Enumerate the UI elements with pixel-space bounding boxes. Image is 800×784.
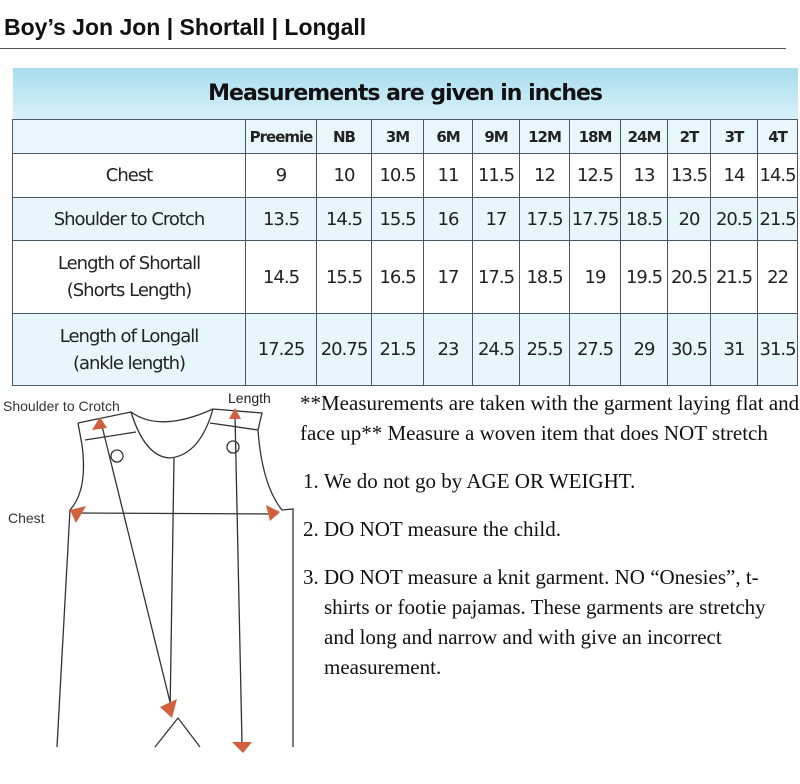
table-cell: 18.5 <box>519 240 570 314</box>
measure-arrows <box>70 408 280 753</box>
table-cell: 17 <box>472 197 520 241</box>
table-cell: 17.25 <box>245 313 317 386</box>
page-title: Boy’s Jon Jon | Shortall | Longall <box>4 14 367 40</box>
table-caption: Measurements are given in inches <box>12 68 798 120</box>
garment-outline <box>56 408 294 748</box>
header-blank <box>12 119 246 154</box>
table-cell: 17.5 <box>472 240 520 314</box>
size-header: 2T <box>667 119 711 154</box>
row-label: Length of Longall (ankle length) <box>12 313 246 386</box>
shoulder-crotch-line <box>100 421 173 711</box>
table-cell: 10.5 <box>371 153 424 198</box>
row-label: Length of Shortall (Shorts Length) <box>12 240 246 314</box>
size-header: 9M <box>472 119 520 154</box>
table-cell: 19 <box>569 240 621 314</box>
table-cell: 21.5 <box>371 313 424 386</box>
size-header: Preemie <box>245 119 317 154</box>
table-cell: 13.5 <box>667 153 711 198</box>
size-header: 12M <box>519 119 570 154</box>
size-header: 3T <box>710 119 758 154</box>
table-cell: 13.5 <box>245 197 317 241</box>
note-item: We do not go by AGE OR WEIGHT. <box>324 466 800 496</box>
length-line <box>234 414 243 744</box>
size-header: NB <box>316 119 372 154</box>
table-cell: 25.5 <box>519 313 570 386</box>
size-header: 3M <box>371 119 424 154</box>
table-cell: 19.5 <box>620 240 668 314</box>
table-cell: 24.5 <box>472 313 520 386</box>
garment-diagram: Shoulder to Crotch Length Chest <box>3 390 294 753</box>
table-cell: 17 <box>423 240 473 314</box>
table-cell: 22 <box>756 240 799 314</box>
label-chest: Chest <box>8 510 45 526</box>
table-cell: 11.5 <box>472 153 520 198</box>
table-cell: 14.5 <box>756 153 799 198</box>
note-item: DO NOT measure the child. <box>324 514 800 544</box>
table-cell: 31.5 <box>756 313 799 386</box>
table-cell: 17.5 <box>519 197 570 241</box>
size-header: 24M <box>620 119 668 154</box>
size-header: 4T <box>756 119 799 154</box>
table-cell: 23 <box>423 313 473 386</box>
size-chart-table: Measurements are given in inches Preemie… <box>12 68 799 386</box>
table-cell: 13 <box>620 153 668 198</box>
row-label-text: Length of Longall <box>59 325 199 347</box>
chest-line <box>75 512 279 515</box>
table-cell: 16.5 <box>371 240 424 314</box>
table-cell: 29 <box>620 313 668 386</box>
size-header: 18M <box>569 119 621 154</box>
note-item: DO NOT measure a knit garment. NO “Onesi… <box>324 562 800 682</box>
table-cell: 27.5 <box>569 313 621 386</box>
divider <box>0 48 786 49</box>
label-length: Length <box>228 390 271 406</box>
table-cell: 14.5 <box>245 240 317 314</box>
label-shoulder: Shoulder to Crotch <box>3 398 120 414</box>
row-label-text: Shoulder to Crotch <box>53 208 206 230</box>
row-label: Shoulder to Crotch <box>12 197 246 241</box>
row-label-sub: (Shorts Length) <box>66 280 193 301</box>
table-cell: 18.5 <box>620 197 668 241</box>
measurement-notes: **Measurements are taken with the garmen… <box>300 388 800 700</box>
row-label-sub: (ankle length) <box>72 352 186 374</box>
table-cell: 30.5 <box>667 313 711 386</box>
notes-intro: **Measurements are taken with the garmen… <box>300 391 800 445</box>
table-cell: 31 <box>710 313 758 386</box>
table-cell: 20.5 <box>710 197 758 241</box>
table-cell: 20.75 <box>316 313 372 386</box>
table-cell: 17.75 <box>569 197 621 241</box>
table-cell: 12.5 <box>569 153 621 198</box>
table-cell: 14.5 <box>316 197 372 241</box>
size-header: 6M <box>423 119 473 154</box>
table-cell: 11 <box>423 153 473 198</box>
table-cell: 15.5 <box>316 240 372 314</box>
table-row: Chest 9 10 10.5 11 11.5 12 12.5 13 13.5 14 14.5 <box>12 153 799 198</box>
table-cell: 20 <box>667 197 711 241</box>
row-label: Chest <box>12 153 246 198</box>
table-cell: 16 <box>423 197 473 241</box>
table-row: Length of Longall (ankle length) 17.25 20.7… <box>12 313 799 386</box>
row-label-text: Length of Shortall <box>57 253 201 274</box>
row-label-text: Chest <box>105 165 154 186</box>
table-cell: 10 <box>316 153 372 198</box>
table-row: Shoulder to Crotch 13.5 14.5 15.5 16 17 17.5 17… <box>12 197 799 241</box>
table-cell: 9 <box>245 153 317 198</box>
table-cell: 15.5 <box>371 197 424 241</box>
table-cell: 21.5 <box>710 240 758 314</box>
table-row: Length of Shortall (Shorts Length) 14.5 15.… <box>12 240 799 314</box>
table-cell: 12 <box>519 153 570 198</box>
table-cell: 20.5 <box>667 240 711 314</box>
table-cell: 14 <box>710 153 758 198</box>
table-cell: 21.5 <box>756 197 799 241</box>
